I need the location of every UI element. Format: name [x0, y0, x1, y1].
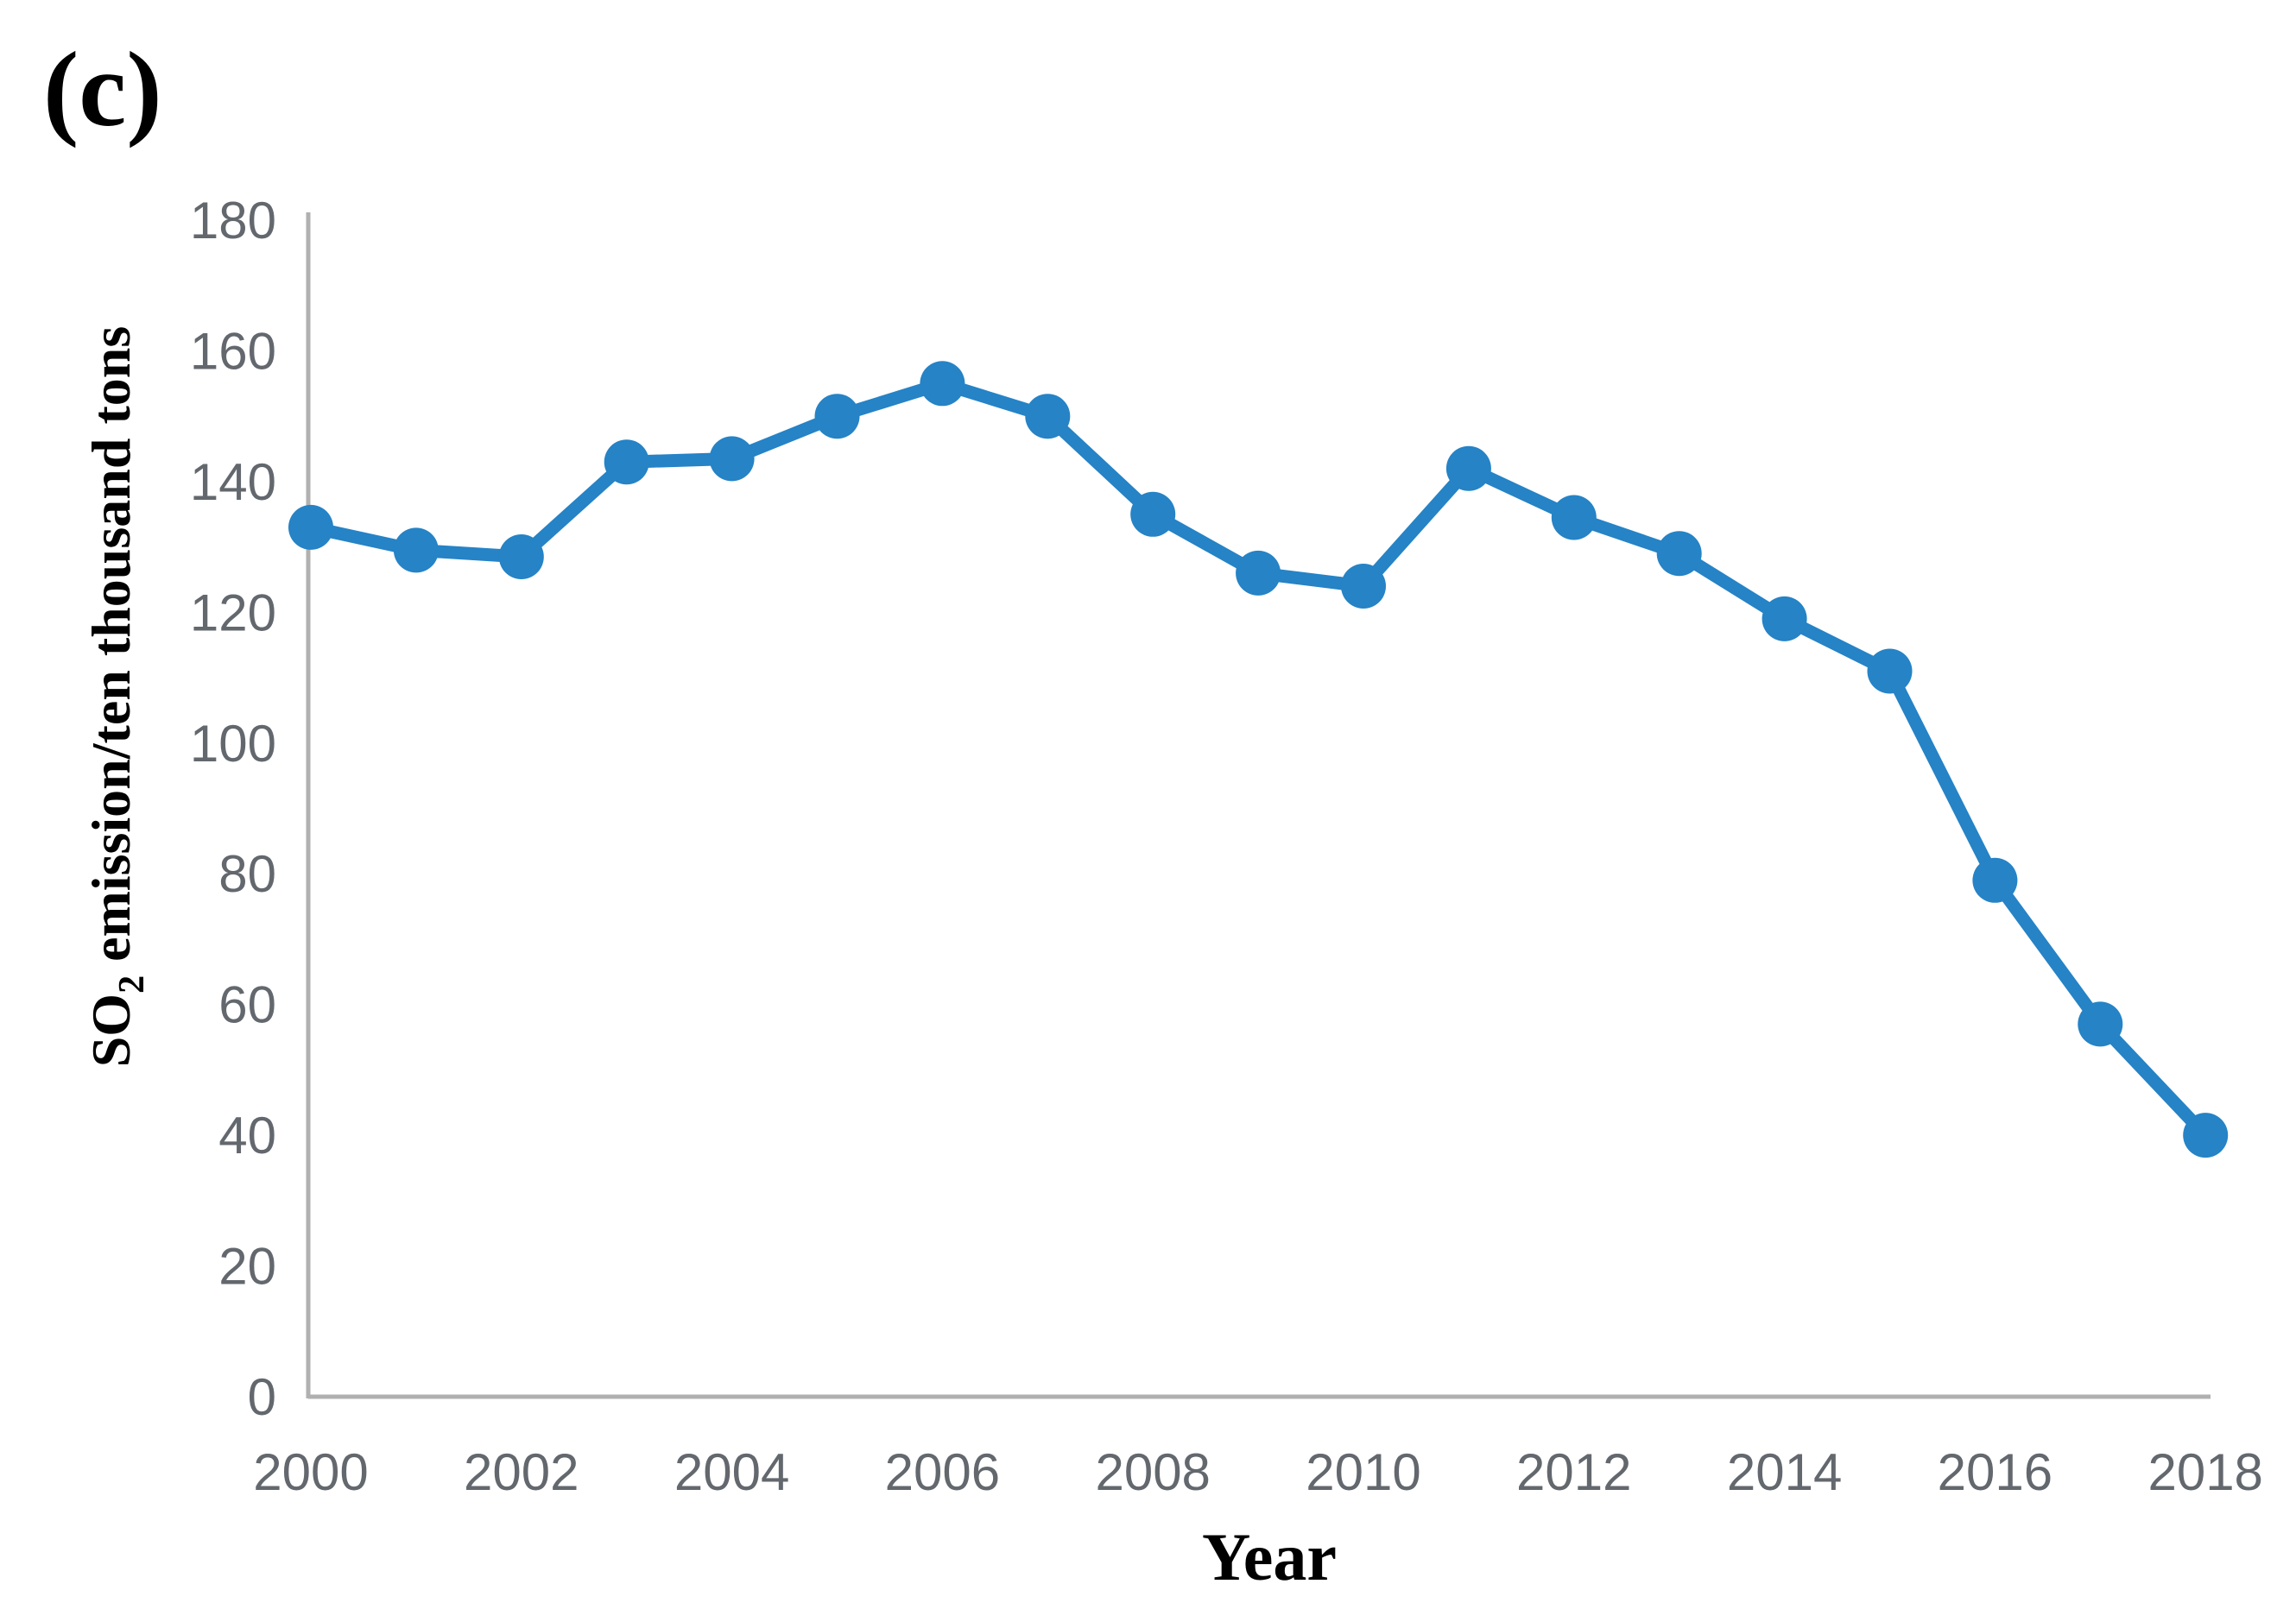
data-point-marker-2004: [709, 436, 755, 482]
x-axis-tick-label: 2014: [1727, 1443, 1842, 1501]
y-axis-tick-label: 60: [218, 976, 276, 1034]
x-axis-tick-label: 2016: [1938, 1443, 2052, 1501]
data-point-marker-2007: [1025, 394, 1071, 439]
y-axis-tick-label: 0: [248, 1368, 276, 1426]
data-point-marker-2008: [1130, 491, 1176, 537]
data-point-marker-2010: [1341, 564, 1386, 609]
y-axis-tick-label: 160: [190, 322, 276, 380]
y-axis-tick-label: 140: [190, 453, 276, 511]
data-point-marker-2015: [1867, 648, 1913, 694]
data-point-marker-2013: [1656, 531, 1702, 577]
x-axis-tick-label: 2018: [2147, 1443, 2262, 1501]
data-point-marker-2003: [604, 439, 649, 485]
y-axis-tick-label: 180: [190, 192, 276, 249]
y-axis-tick-label: 120: [190, 584, 276, 641]
figure-label: (c): [43, 30, 162, 148]
data-point-marker-2005: [814, 394, 860, 439]
x-axis-title: Year: [1202, 1519, 1337, 1594]
y-axis-title: SO2 emission/ten thousand tons: [80, 326, 152, 1068]
y-axis-tick-label: 20: [218, 1238, 276, 1296]
x-axis-tick-label: 2006: [885, 1443, 1000, 1501]
data-point-marker-2018: [2183, 1113, 2229, 1158]
y-axis-tick-label: 80: [218, 845, 276, 903]
data-point-marker-2000: [288, 504, 333, 550]
data-point-marker-2017: [2078, 1001, 2123, 1047]
x-axis-tick-label: 2004: [674, 1443, 789, 1501]
data-point-marker-2009: [1236, 550, 1281, 596]
data-point-marker-2016: [1972, 857, 2018, 903]
data-point-marker-2012: [1551, 495, 1597, 540]
x-axis-tick-label: 2012: [1516, 1443, 1631, 1501]
data-point-marker-2011: [1445, 445, 1491, 491]
y-axis-tick-label: 40: [218, 1107, 276, 1164]
x-axis-tick-label: 2008: [1095, 1443, 1210, 1501]
data-point-marker-2001: [393, 527, 439, 573]
x-axis-tick-label: 2002: [464, 1443, 579, 1501]
y-axis-tick-label: 100: [190, 715, 276, 773]
series-line: [304, 376, 2212, 1142]
data-point-marker-2014: [1762, 596, 1807, 641]
x-axis-tick-label: 2010: [1306, 1443, 1420, 1501]
x-axis-tick-label: 2000: [253, 1443, 368, 1501]
data-point-marker-2002: [498, 534, 544, 579]
data-point-marker-2006: [920, 361, 965, 407]
